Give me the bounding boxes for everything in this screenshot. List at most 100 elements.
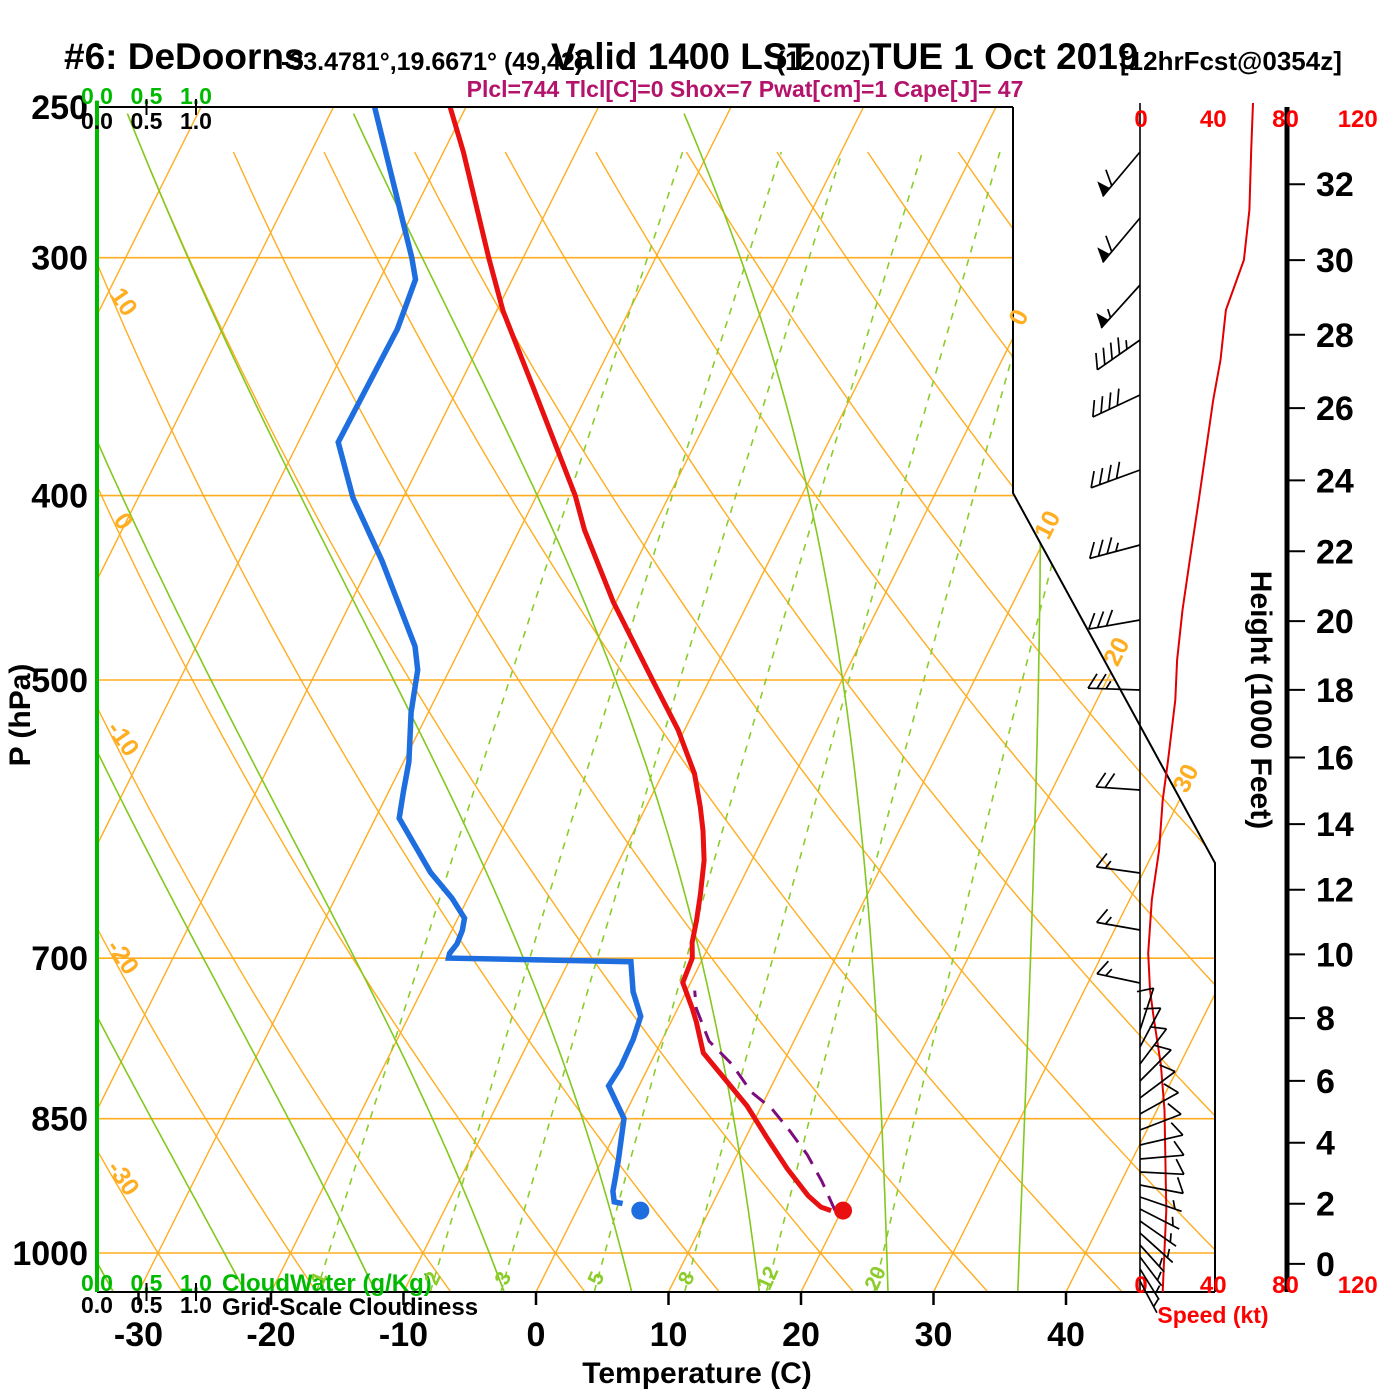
- isotherm-label: 10: [1029, 506, 1067, 543]
- forecast-cycle: [12hrFcst@0354z]: [1120, 46, 1342, 76]
- isotherm-line: [402, 107, 997, 1292]
- barb-half-feather: [1125, 340, 1128, 350]
- wind-barb: [1097, 151, 1141, 197]
- barb-half-feather: [1154, 1285, 1161, 1294]
- speed-tick-label-top: 80: [1272, 106, 1299, 133]
- barb-stem: [1096, 786, 1141, 791]
- mixing-ratio-label: 3: [490, 1268, 516, 1288]
- moist-adiabat-line: [97, 113, 246, 1292]
- surface-dewpoint-dot: [631, 1201, 650, 1220]
- dry-adiabat-line: [97, 151, 452, 1292]
- sounding-curves: [335, 107, 837, 1213]
- barb-feather: [1100, 396, 1104, 414]
- valid-date: TUE 1 Oct 2019: [869, 36, 1139, 77]
- barb-stem: [1139, 1091, 1179, 1115]
- barb-feather: [1095, 772, 1107, 788]
- sounding-parameters: Plcl=744 Tlcl[C]=0 Shox=7 Pwat[cm]=1 Cap…: [466, 76, 1024, 102]
- barb-stem: [1096, 973, 1141, 984]
- dry-adiabat-line: [142, 151, 854, 1292]
- speed-tick-label-bottom: 0: [1134, 1272, 1147, 1299]
- speed-axis-title: Speed (kt): [1157, 1302, 1268, 1328]
- barb-feather: [1096, 960, 1109, 975]
- mixing-ratio-line: [315, 151, 684, 1292]
- height-tick-label: 12: [1316, 872, 1354, 910]
- wind-barb: [1087, 673, 1141, 691]
- barb-stem: [1139, 1028, 1168, 1065]
- cloudiness-scale-bottom: 0.0: [81, 1292, 113, 1318]
- height-tick-label: 6: [1316, 1063, 1335, 1101]
- wind-barb: [1139, 1256, 1163, 1287]
- isotherm-line: [667, 107, 1215, 1292]
- barb-half-feather: [1104, 860, 1112, 869]
- wind-barb: [1139, 1196, 1182, 1213]
- height-tick-label: 28: [1316, 317, 1354, 355]
- dry-adiabat-line: [413, 151, 1215, 1292]
- cloudwater-scale-top: 0.0: [81, 83, 113, 109]
- barb-feather: [1106, 537, 1113, 555]
- wind-barb: [1095, 852, 1141, 874]
- height-tick-label: 22: [1316, 533, 1354, 571]
- barb-stem: [1090, 469, 1141, 489]
- wind-barb: [1139, 1158, 1185, 1176]
- wind-barb: [1092, 388, 1141, 418]
- wind-barb: [1087, 609, 1141, 630]
- barb-pennant: [1096, 312, 1109, 329]
- moist-adiabat-line: [683, 113, 889, 1292]
- height-tick-label: 0: [1316, 1246, 1335, 1284]
- barb-feather: [1159, 1064, 1176, 1073]
- barb-stem: [1139, 1113, 1182, 1131]
- barb-feather: [1173, 1140, 1185, 1156]
- barb-half-feather: [1115, 542, 1120, 552]
- barb-feather: [1109, 342, 1113, 360]
- barb-feather: [1088, 541, 1095, 559]
- barb-stem: [1139, 1256, 1163, 1287]
- mixing-ratio-line: [683, 151, 1001, 1292]
- mixing-ratio-line: [500, 151, 843, 1292]
- barb-stem: [1139, 1154, 1184, 1160]
- cloudwater-title: CloudWater (g/Kg): [222, 1270, 432, 1297]
- moist-adiabat-line: [97, 113, 505, 1292]
- mixing-ratio-label: 5: [584, 1268, 610, 1288]
- mixing-ratio-label: 8: [674, 1268, 700, 1288]
- barb-feather: [1115, 461, 1121, 479]
- dry-adiabat-line: [685, 151, 1215, 1292]
- barb-stem: [1139, 1134, 1184, 1146]
- isotherm-line: [1065, 107, 1215, 1292]
- isotherm-label: 0: [1003, 305, 1034, 330]
- barb-pennant: [1097, 181, 1110, 197]
- wind-barb: [1139, 1268, 1161, 1300]
- barb-feather: [1105, 609, 1114, 627]
- height-tick-label: 8: [1316, 1000, 1335, 1038]
- pressure-tick-label: 250: [31, 89, 88, 127]
- height-tick-label: 2: [1316, 1186, 1335, 1224]
- barb-feather: [1163, 1083, 1179, 1094]
- dry-adiabat-line: [595, 151, 1215, 1292]
- barb-half-feather: [1106, 308, 1112, 318]
- barb-stem: [1139, 1184, 1184, 1195]
- surface-markers: [631, 1201, 853, 1220]
- wind-barb: [1139, 1102, 1182, 1131]
- barb-feather: [1108, 392, 1112, 410]
- barb-feather: [1116, 388, 1120, 406]
- isotherm-label: 20: [1098, 633, 1136, 670]
- wind-speed-curve: [1147, 102, 1254, 1293]
- barb-half-feather: [1105, 680, 1112, 690]
- pressure-tick-label: 400: [31, 478, 88, 516]
- dry-adiabat-label: -20: [101, 934, 145, 980]
- wind-barb: [1139, 1244, 1165, 1273]
- dry-adiabat-label: -30: [101, 1155, 145, 1201]
- barb-feather: [1105, 235, 1113, 252]
- wind-barb: [1139, 1280, 1160, 1314]
- barb-feather: [1096, 611, 1105, 628]
- barb-half-feather: [1166, 1248, 1171, 1258]
- right-border: [1012, 107, 1216, 1292]
- wind-barb: [1139, 1232, 1174, 1264]
- valid-time-utc: (1200Z): [776, 46, 871, 76]
- barb-stem: [1139, 1244, 1165, 1273]
- barb-stem: [1088, 619, 1141, 630]
- pressure-tick-label: 500: [31, 662, 88, 700]
- height-axis-title: Height (1000 Feet): [1244, 571, 1277, 829]
- temp-tick-label: -20: [246, 1316, 295, 1354]
- barb-feather: [1087, 612, 1096, 630]
